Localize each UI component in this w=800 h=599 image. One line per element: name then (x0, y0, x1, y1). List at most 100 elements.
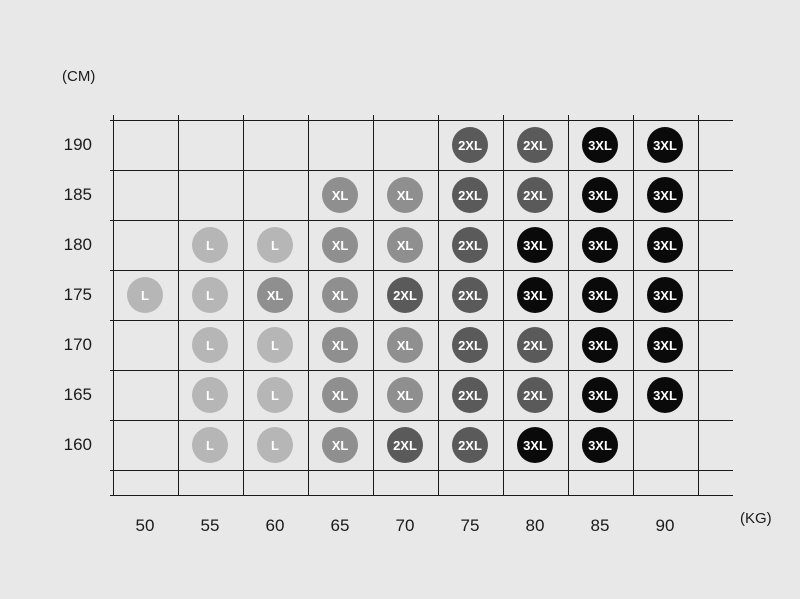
grid-line-vertical (373, 115, 374, 495)
size-dot-label: 3XL (588, 288, 612, 303)
size-dot: 2XL (387, 277, 423, 313)
grid-line-horizontal (110, 470, 733, 471)
size-dot-label: L (271, 388, 279, 403)
size-dot: L (257, 227, 293, 263)
size-dot: 3XL (647, 277, 683, 313)
size-dot: XL (322, 327, 358, 363)
size-dot-label: 2XL (523, 338, 547, 353)
y-tick-label: 165 (64, 385, 92, 405)
size-dot-label: 3XL (653, 388, 677, 403)
x-tick-label: 75 (461, 516, 480, 536)
size-dot: 3XL (582, 377, 618, 413)
size-dot: XL (387, 327, 423, 363)
size-dot: L (192, 427, 228, 463)
size-chart: (CM) (KG) 190185180175170165160 50556065… (0, 0, 800, 599)
size-dot-label: L (206, 288, 214, 303)
size-dot: 3XL (517, 227, 553, 263)
size-dot: XL (387, 227, 423, 263)
size-dot-label: 3XL (523, 438, 547, 453)
size-dot: L (192, 327, 228, 363)
size-dot-label: 2XL (523, 138, 547, 153)
size-dot-label: 3XL (588, 138, 612, 153)
size-dot: 3XL (647, 327, 683, 363)
grid-line-vertical (503, 115, 504, 495)
size-dot-label: 3XL (523, 238, 547, 253)
size-dot: XL (322, 227, 358, 263)
size-dot: XL (387, 177, 423, 213)
grid-line-vertical (633, 115, 634, 495)
grid-line-vertical (698, 115, 699, 495)
size-dot-label: 2XL (393, 438, 417, 453)
x-tick-label: 55 (201, 516, 220, 536)
size-dot-label: 3XL (653, 288, 677, 303)
size-dot-label: L (206, 388, 214, 403)
x-tick-label: 90 (656, 516, 675, 536)
grid-line-vertical (178, 115, 179, 495)
size-dot-label: 2XL (458, 438, 482, 453)
size-dot-label: 2XL (523, 388, 547, 403)
size-dot: 2XL (452, 277, 488, 313)
size-dot: L (127, 277, 163, 313)
size-dot-label: XL (267, 288, 284, 303)
size-dot-label: XL (397, 388, 414, 403)
size-dot-label: 3XL (653, 188, 677, 203)
size-dot-label: XL (397, 338, 414, 353)
size-dot-label: L (206, 238, 214, 253)
size-dot: 3XL (647, 227, 683, 263)
size-dot-label: L (271, 238, 279, 253)
grid-line-vertical (113, 115, 114, 495)
y-tick-label: 180 (64, 235, 92, 255)
size-dot: 3XL (517, 427, 553, 463)
size-dot: 2XL (517, 177, 553, 213)
size-dot-label: 3XL (588, 388, 612, 403)
size-dot-label: 3XL (653, 138, 677, 153)
size-dot-label: 3XL (588, 238, 612, 253)
size-dot: 3XL (582, 327, 618, 363)
size-dot-label: 2XL (458, 338, 482, 353)
size-dot: 2XL (517, 377, 553, 413)
size-dot-label: XL (332, 338, 349, 353)
grid-line-horizontal (110, 220, 733, 221)
grid-line-vertical (243, 115, 244, 495)
grid-line-horizontal (110, 120, 733, 121)
size-dot-label: XL (332, 238, 349, 253)
size-dot: 2XL (452, 127, 488, 163)
x-axis-line (110, 495, 733, 496)
x-tick-label: 70 (396, 516, 415, 536)
size-dot: 3XL (517, 277, 553, 313)
x-tick-label: 50 (136, 516, 155, 536)
size-dot: 3XL (582, 227, 618, 263)
grid-line-horizontal (110, 420, 733, 421)
size-dot: XL (322, 177, 358, 213)
x-axis-unit: (KG) (740, 510, 772, 527)
grid-line-vertical (308, 115, 309, 495)
grid-line-horizontal (110, 170, 733, 171)
size-dot-label: 2XL (458, 288, 482, 303)
size-dot-label: L (206, 438, 214, 453)
size-dot-label: XL (397, 238, 414, 253)
size-dot-label: XL (332, 288, 349, 303)
size-dot: L (192, 377, 228, 413)
size-dot-label: L (271, 338, 279, 353)
x-tick-label: 85 (591, 516, 610, 536)
size-dot: 3XL (582, 177, 618, 213)
size-dot-label: XL (397, 188, 414, 203)
x-tick-label: 60 (266, 516, 285, 536)
size-dot: L (192, 227, 228, 263)
size-dot-label: L (271, 438, 279, 453)
size-dot-label: XL (332, 388, 349, 403)
size-dot: 2XL (387, 427, 423, 463)
size-dot: XL (322, 277, 358, 313)
x-tick-label: 80 (526, 516, 545, 536)
size-dot: 2XL (452, 227, 488, 263)
grid-line-vertical (438, 115, 439, 495)
size-dot: 3XL (647, 127, 683, 163)
size-dot-label: 3XL (588, 438, 612, 453)
size-dot-label: 2XL (523, 188, 547, 203)
x-tick-label: 65 (331, 516, 350, 536)
size-dot: 2XL (452, 327, 488, 363)
size-dot-label: XL (332, 188, 349, 203)
size-dot: XL (257, 277, 293, 313)
size-dot: XL (322, 427, 358, 463)
size-dot: 2XL (452, 377, 488, 413)
